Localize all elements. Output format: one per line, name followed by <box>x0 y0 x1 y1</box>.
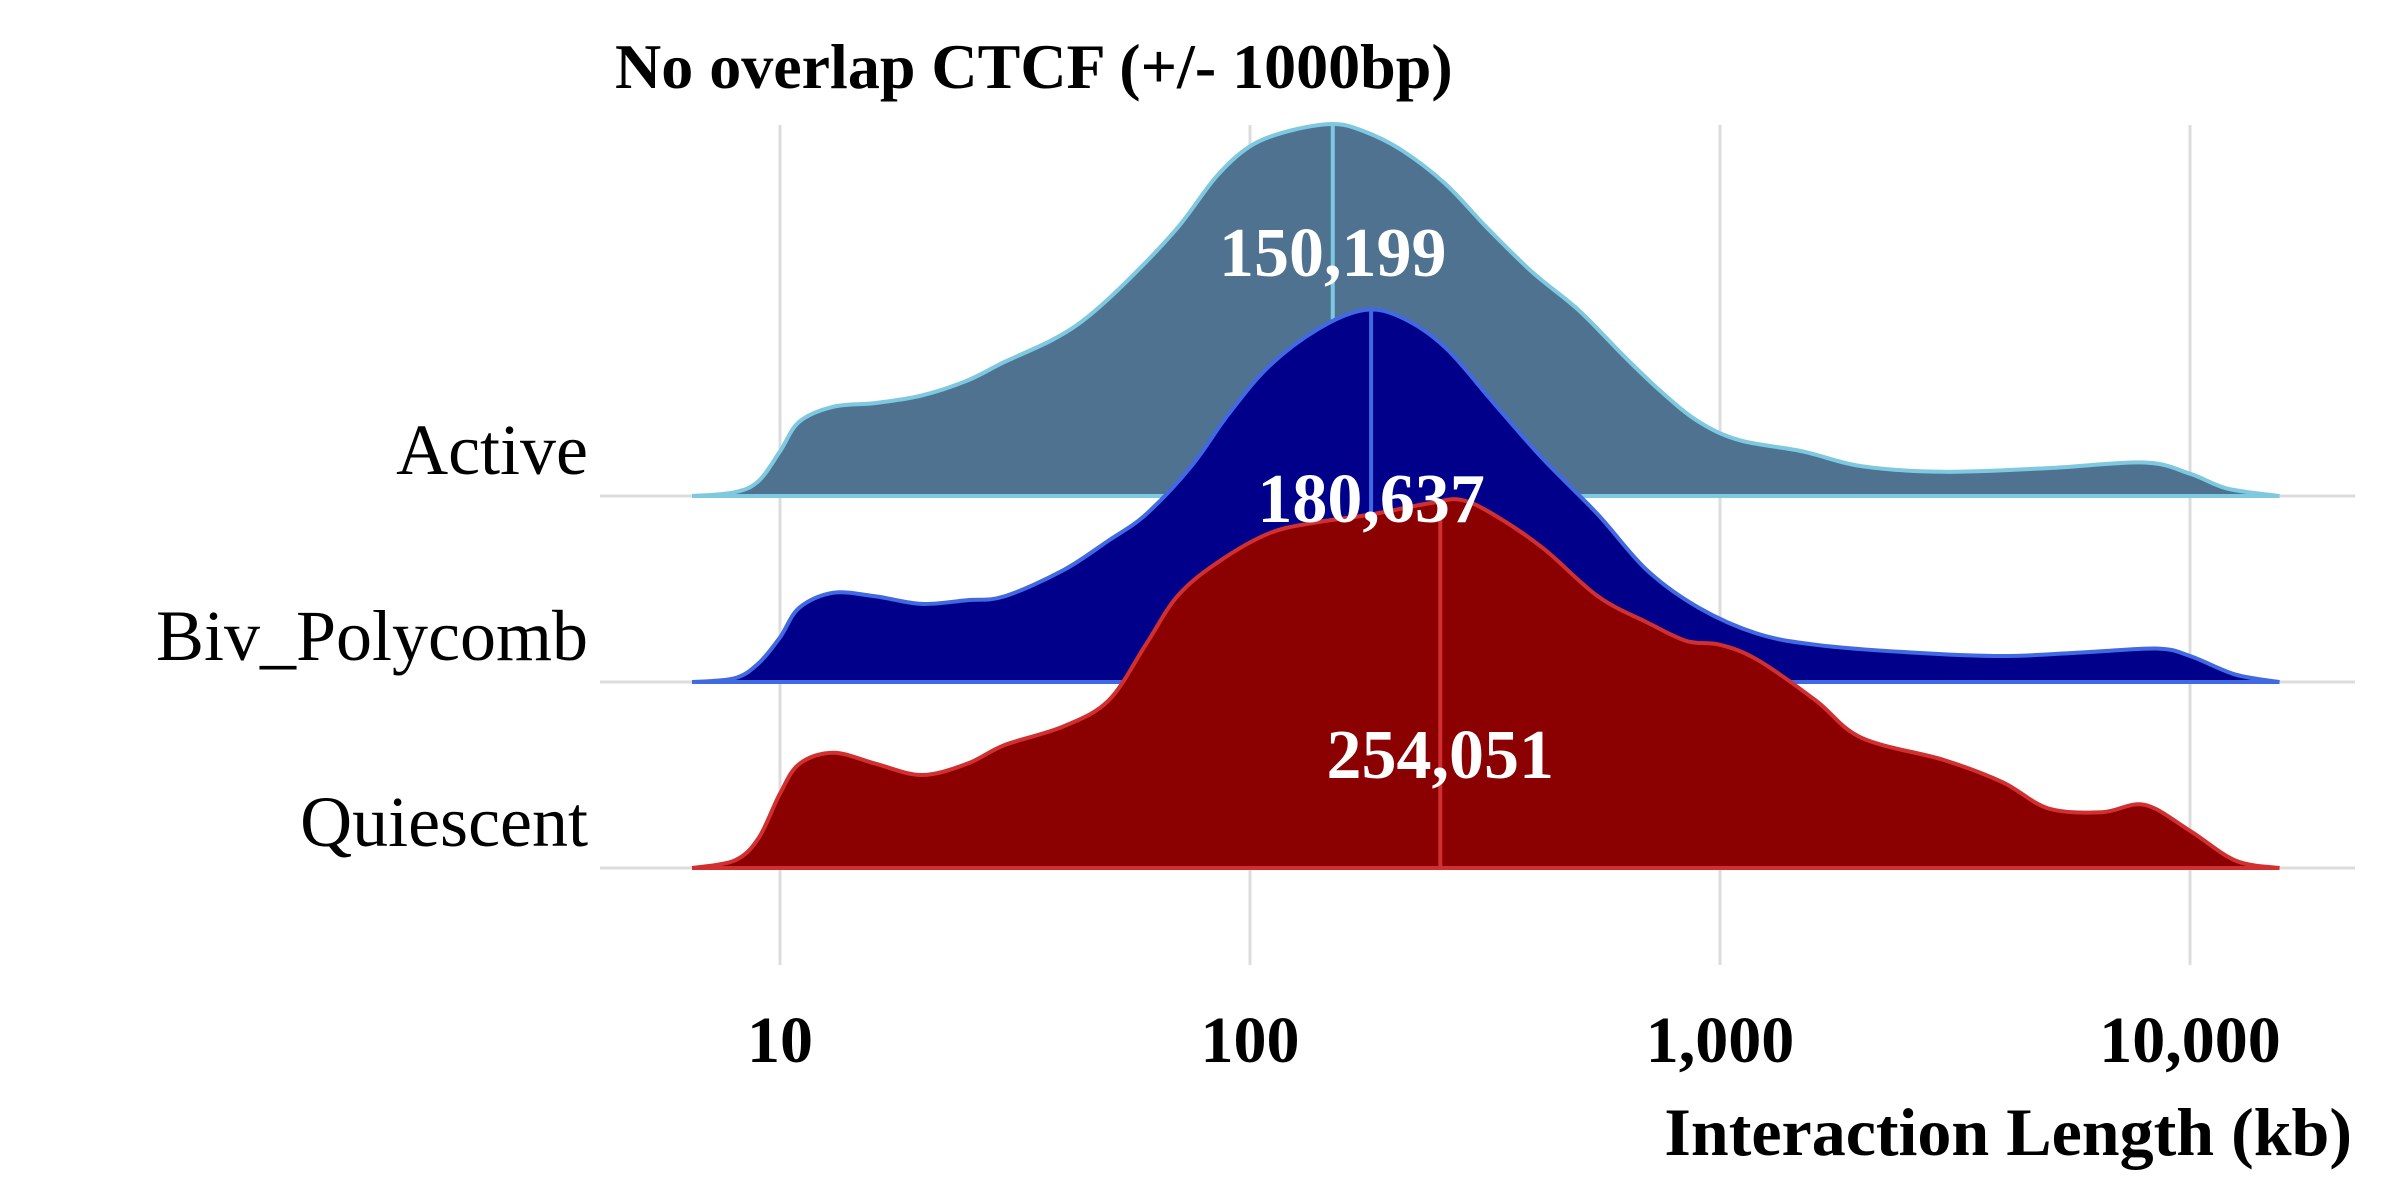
y-axis-labels: Active Biv_Polycomb Quiescent <box>156 410 588 862</box>
ridge-quiescent <box>691 497 2280 870</box>
median-label-quiescent: 254,051 <box>1327 717 1555 794</box>
ridge-outline <box>691 497 2280 870</box>
x-tick-label: 10 <box>747 1004 813 1077</box>
ridge-area <box>692 499 2280 868</box>
x-axis-ticks: 10 100 1,000 10,000 <box>747 1004 2281 1077</box>
ridges: 150,199 180,637 254,051 <box>691 121 2280 870</box>
ridge-area <box>692 309 2280 682</box>
median-label-biv-polycomb: 180,637 <box>1257 461 1485 538</box>
y-label-active: Active <box>396 410 588 490</box>
x-tick-label: 10,000 <box>2099 1004 2281 1077</box>
ridge-outline <box>691 307 2280 684</box>
x-tick-label: 1,000 <box>1646 1004 1795 1077</box>
ridge-area <box>692 124 2280 496</box>
y-label-biv-polycomb: Biv_Polycomb <box>156 596 588 676</box>
ridge-outline <box>691 121 2280 498</box>
y-label-quiescent: Quiescent <box>300 782 588 862</box>
median-label-active: 150,199 <box>1219 215 1447 292</box>
x-axis-label: Interaction Length (kb) <box>1664 1094 2352 1170</box>
chart-title: No overlap CTCF (+/- 1000bp) <box>615 31 1453 102</box>
x-tick-label: 100 <box>1201 1004 1300 1077</box>
